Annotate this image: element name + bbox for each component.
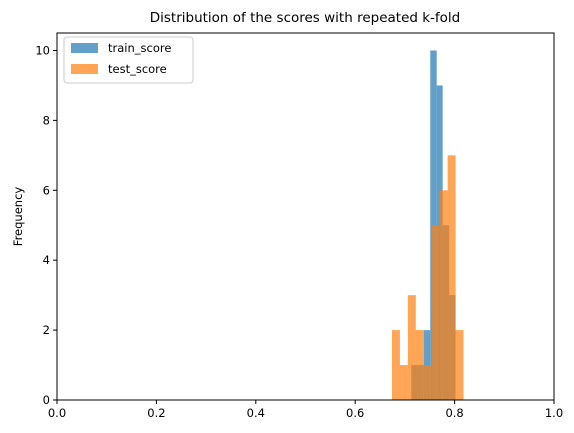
x-tick-label: 0.2 [147,406,165,420]
test-score-bar-8 [455,330,464,400]
y-tick-label: 0 [43,393,50,407]
x-tick-label: 0.0 [48,406,66,420]
train-score-bar-3 [430,50,437,400]
x-tick-label: 1.0 [545,406,563,420]
y-tick-label: 4 [43,253,50,267]
test-score-bar-5 [431,225,440,400]
test-score-bar-1 [399,365,408,400]
test-score-bar-6 [439,190,448,400]
test-score-bar-4 [423,365,432,400]
plot-frame [56,32,555,401]
y-axis: 0 2 4 6 8 10 [35,43,57,407]
test-score-bar-2 [407,295,416,400]
test-score-bar-7 [447,155,456,400]
legend-swatch-test-score [71,64,98,74]
y-tick-label: 2 [43,323,50,337]
chart-title: Distribution of the scores with repeated… [150,10,461,26]
legend-swatch-train-score [71,43,98,53]
x-tick-label: 0.6 [346,406,364,420]
plot-area [56,32,555,401]
y-tick-label: 6 [43,183,50,197]
x-axis: 0.0 0.2 0.4 0.6 0.8 1.0 [48,400,563,420]
test-score-bar-0 [391,330,400,400]
legend-label-test-score: test_score [108,62,167,76]
y-axis-label: Frequency [11,187,25,247]
legend: train_score test_score [63,36,194,84]
legend-label-train-score: train_score [108,41,171,55]
y-tick-label: 10 [35,43,50,57]
test-score-bars [391,155,464,400]
x-tick-label: 0.4 [247,406,265,420]
y-tick-label: 8 [43,113,50,127]
plot-background [57,33,554,400]
x-tick-label: 0.8 [445,406,463,420]
test-score-bar-3 [415,330,424,400]
